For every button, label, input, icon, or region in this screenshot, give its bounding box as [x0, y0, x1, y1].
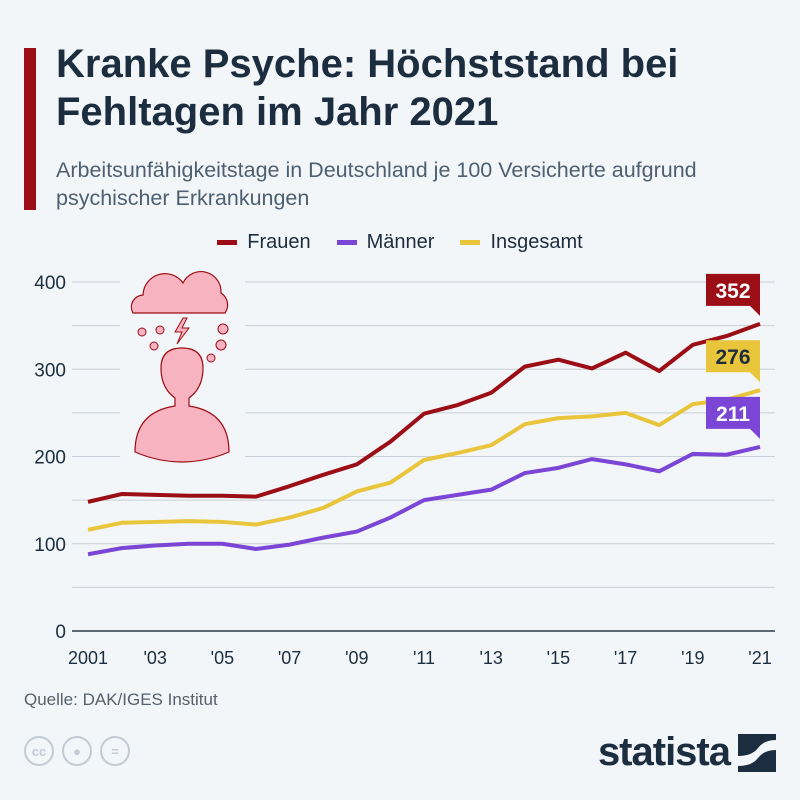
x-tick-label: 2001 [68, 648, 108, 668]
legend-swatch [460, 240, 481, 245]
y-tick-label: 300 [34, 360, 66, 381]
x-tick-label: '09 [345, 648, 368, 668]
x-tick-label: '15 [547, 648, 570, 668]
license-icons: cc ● = [24, 736, 130, 766]
attribution-icon[interactable]: ● [62, 736, 92, 766]
x-tick-label: '13 [479, 648, 502, 668]
legend-label: Insgesamt [490, 231, 583, 253]
end-label-box [706, 273, 760, 316]
legend-item-insgesamt: Insgesamt [460, 231, 583, 254]
y-tick-label: 200 [34, 448, 66, 469]
x-tick-label: '05 [211, 648, 234, 668]
statista-mark-icon [738, 733, 776, 772]
legend-label: Männer [366, 231, 435, 253]
y-tick-label: 100 [34, 535, 66, 556]
end-label-box [706, 340, 760, 383]
x-tick-label: '19 [681, 648, 704, 668]
end-label-text: 352 [715, 280, 750, 303]
end-label-text: 276 [715, 346, 750, 369]
source-note: Quelle: DAK/IGES Institut [24, 690, 218, 709]
logo-text: statista [597, 730, 731, 774]
legend-item-maenner: Männer [336, 231, 435, 254]
cc-icon[interactable]: cc [24, 736, 54, 766]
page-subtitle: Arbeitsunfähigkeitstage in Deutschland j… [56, 158, 697, 210]
statista-logo[interactable]: statista [598, 730, 776, 775]
x-tick-label: '21 [748, 648, 771, 668]
y-tick-label: 400 [34, 273, 66, 294]
legend-swatch [336, 240, 357, 245]
end-value-label: 211 [706, 396, 760, 439]
y-tick-label: 0 [55, 622, 66, 643]
end-label-text: 211 [716, 403, 750, 426]
legend-label: Frauen [247, 231, 311, 253]
title-accent-bar [24, 48, 36, 210]
legend: Frauen Männer Insgesamt [0, 231, 800, 254]
legend-swatch [217, 240, 238, 245]
x-tick-label: '03 [143, 648, 166, 668]
x-tick-label: '11 [413, 648, 435, 668]
woman-under-rain-cloud-icon [120, 270, 245, 470]
end-value-label: 352 [706, 273, 760, 316]
end-label-box [706, 396, 760, 439]
line-chart: 0 100 200 300 400 2001 '03 '05 '07 '09 '11 '13 '15 '1… [34, 270, 775, 668]
x-tick-label: '07 [278, 648, 301, 668]
x-tick-label: '17 [614, 648, 637, 668]
no-derivatives-icon[interactable]: = [100, 736, 130, 766]
page-title: Kranke Psyche: Höchststand bei Fehltagen… [56, 42, 679, 134]
end-value-label: 276 [706, 340, 760, 383]
legend-item-frauen: Frauen [217, 231, 311, 254]
